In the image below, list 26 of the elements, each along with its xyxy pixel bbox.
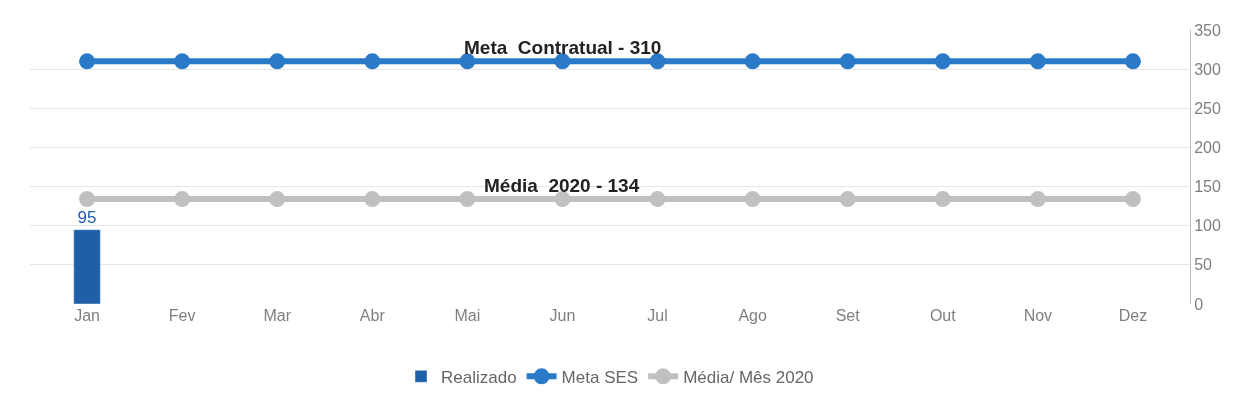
annotation: Média 2020 - 134 <box>484 175 640 196</box>
x-tick-label: Mai <box>454 307 481 324</box>
y-tick-label: 300 <box>1194 60 1221 78</box>
y-tick-label: 50 <box>1194 256 1213 274</box>
x-tick-label: Fev <box>168 307 196 324</box>
x-tick-label: Set <box>835 307 861 324</box>
y-tick-label: 250 <box>1194 99 1221 117</box>
x-tick-label: Ago <box>738 307 767 324</box>
legend-label: Realizado <box>441 367 517 387</box>
x-tick-label: Jul <box>647 307 668 324</box>
data-label: 95 <box>77 207 97 227</box>
annotation: Meta Contratual - 310 <box>464 37 662 58</box>
legend-label: Meta SES <box>561 367 639 387</box>
y-tick-label: 100 <box>1194 217 1221 235</box>
legend-label: Média/ Mês 2020 <box>683 367 814 387</box>
x-tick-label: Out <box>929 307 957 324</box>
y-tick-label: 150 <box>1194 178 1221 196</box>
y-tick-label: 200 <box>1194 139 1221 157</box>
x-tick-label: Mar <box>263 307 292 324</box>
x-tick-label: Jan <box>74 307 100 324</box>
y-tick-label: 350 <box>1194 21 1221 39</box>
x-tick-label: Jun <box>549 307 576 324</box>
x-tick-label: Nov <box>1023 307 1053 324</box>
x-tick-label: Dez <box>1118 307 1148 324</box>
y-tick-label: 0 <box>1194 295 1204 313</box>
x-tick-label: Abr <box>359 307 386 324</box>
